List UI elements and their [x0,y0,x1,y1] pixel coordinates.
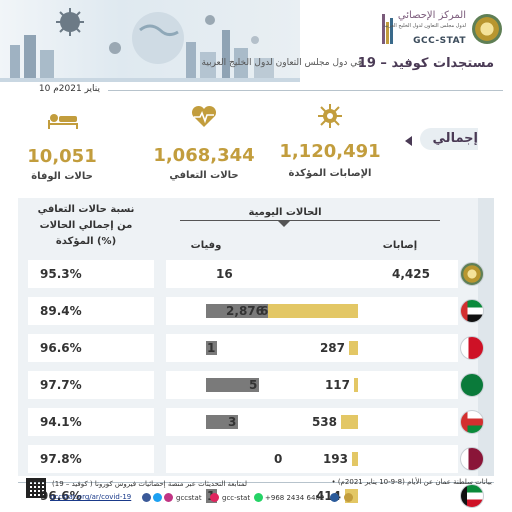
recovered-total-value: 1,068,344 [153,145,255,166]
date-divider [108,90,503,91]
social-handle-gccstat: gccstat [176,494,202,502]
org-subtitle: لدول مجلس التعاون لدول الخليج العربية [383,23,466,29]
org-name: المركز الإحصائي [397,10,466,21]
bahrain-flag [460,336,484,360]
daily-deaths-value: 0 [274,452,283,466]
recovery-pct-header-line1: نسبة حالات التعافي [37,204,135,215]
gcc-stat-icon [330,493,339,502]
daily-cases-value: 538 [311,415,337,429]
deaths-total-value: 10,051 [27,146,97,167]
gccstat-logo: المركز الإحصائي لدول مجلس التعاون لدول ا… [380,8,466,52]
daily-cases-value: 2,876 [226,304,264,318]
report-date: 10 يناير 2021م [38,84,100,94]
kuwait-flag [460,484,484,508]
daily-cases-bar [268,304,358,318]
recovery-pct-value: 96.6% [28,334,154,362]
daily-cases-bar [341,415,358,429]
bracket-notch [278,221,290,227]
qatar-flag [460,447,484,471]
gcc-emblem-icon [344,493,353,502]
daily-deaths-value: 16 [216,267,233,281]
heartbeat-icon [191,105,217,127]
recovery-pct-value: 94.1% [28,408,154,436]
city-skyline-virus-illustration [10,8,274,78]
recovered-total-label: حالات التعافي [169,170,239,181]
confirmed-total-value: 1,120,491 [279,141,381,162]
oman-flag [460,410,484,434]
daily-deaths-bar [206,415,238,429]
daily-deaths-bar [206,304,270,318]
header-banner-image [0,0,300,78]
recovery-pct-header-line2: من إجمالي الحالات [39,220,133,231]
daily-values-cell: 6 2,876 [166,297,458,325]
table-row: 97.8% 0 193 [18,441,494,478]
footer-follow-text: لمتابعة التحديثات عبر منصة إحصائيات فيرو… [52,480,248,488]
daily-deaths-bar [206,341,217,355]
daily-values-cell: 0 193 [166,445,458,473]
instagram-icon[interactable] [164,493,173,502]
qr-code[interactable] [26,478,46,498]
daily-deaths-value: 5 [249,378,258,392]
daily-values-cell: 16 4,425 [166,260,458,288]
daily-values-cell: 1 287 [166,334,458,362]
whatsapp-phone: +968 2434 6482 [265,494,325,502]
uae-flag [460,299,484,323]
daily-cases-value: 287 [319,341,345,355]
confirmed-total-label: الإصابات المؤكدة [288,168,372,179]
page-subtitle: في دول مجلس التعاون لدول الخليج العربية [201,58,362,68]
totals-section-label: إجمالي [432,131,478,146]
patient-bed-icon [48,114,78,129]
header-divider [0,78,300,82]
table-row: 96.6% 1 287 [18,330,494,367]
totals-section-tab [420,128,478,150]
daily-cases-value: 4,425 [392,267,430,281]
daily-cases-bar [349,341,358,355]
page-title: مستجدات كوفيد – 19 [357,56,494,71]
virus-icon [318,104,342,128]
recovery-pct-value: 96.6% [28,482,154,510]
recovery-pct-value: 97.8% [28,445,154,473]
table-row: 94.1% 3 538 [18,404,494,441]
daily-cases-bar [354,378,358,392]
daily-cases-value: 193 [322,452,348,466]
covid-platform-link[interactable]: gccstat.org/ar/covid-19 [50,493,132,501]
daily-values-cell: 5 117 [166,371,458,399]
table-row: 97.7% 5 117 [18,367,494,404]
daily-cases-bar [352,452,358,466]
gcc-emblem-logo [472,14,502,44]
caret-left-icon [405,136,412,146]
daily-deaths-bar [206,378,259,392]
youtube-icon[interactable] [210,493,219,502]
saudi-flag [460,373,484,397]
daily-cases-header: الحالات اليومية [248,207,322,218]
recovery-pct-value: 97.7% [28,371,154,399]
daily-values-cell: 3 538 [166,408,458,436]
org-english-name: GCC-STAT [413,36,466,46]
daily-deaths-value: 3 [228,415,237,429]
recovery-pct-header-line3: المؤكدة (%) [55,236,117,247]
daily-header-bracket [180,220,440,228]
cases-column-header: إصابات [382,240,418,251]
facebook-icon[interactable] [142,493,151,502]
daily-deaths-value: 6 [260,304,269,318]
daily-deaths-value: 1 [207,341,216,355]
recovery-pct-value: 89.4% [28,297,154,325]
recovery-pct-value: 95.3% [28,260,154,288]
deaths-total-label: حالات الوفاة [31,171,93,182]
table-row-gcc-total: 95.3% 16 4,425 [18,256,494,293]
footer-note: • بيانات سلطنة عمان عن الأيام (8-9-10 ين… [331,478,492,486]
deaths-column-header: وفيات [190,240,222,251]
gcc-emblem [460,262,484,286]
daily-cases-value: 117 [324,378,350,392]
social-handle-gcc-stat: gcc-stat [222,494,251,502]
twitter-icon[interactable] [153,493,162,502]
whatsapp-icon[interactable] [254,493,263,502]
table-row: 89.4% 6 2,876 [18,293,494,330]
footer-divider [18,482,494,483]
